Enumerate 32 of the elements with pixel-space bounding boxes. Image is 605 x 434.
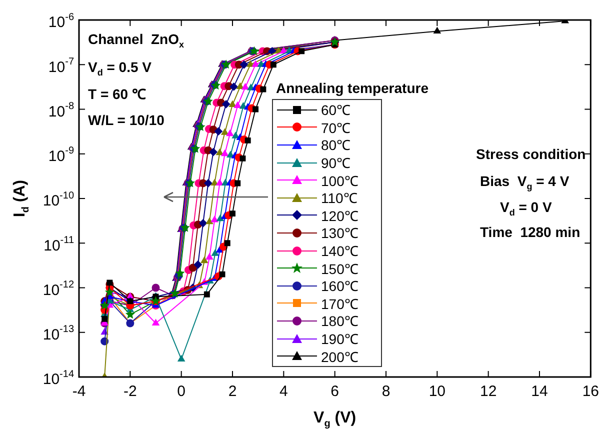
x-tick-label: -4 — [72, 383, 86, 400]
legend-label: 120℃ — [321, 206, 358, 225]
x-tick-label: -2 — [123, 383, 137, 400]
x-tick-label: 4 — [279, 383, 288, 400]
annotation: Stress condition — [476, 146, 586, 162]
x-tick-label: 10 — [428, 383, 446, 400]
legend-label: 110℃ — [321, 189, 358, 208]
legend-label: 190℃ — [321, 330, 358, 348]
legend-label: 200℃ — [321, 348, 358, 366]
y-axis-title: Id (A) — [11, 180, 32, 218]
x-tick-label: 12 — [480, 383, 497, 400]
x-tick-label: 8 — [382, 383, 390, 400]
x-tick-label: 6 — [330, 383, 339, 400]
x-tick-label: 0 — [177, 383, 186, 400]
legend-label: 150℃ — [321, 260, 358, 278]
legend-title: Annealing temperature — [276, 80, 428, 96]
x-tick-label: 16 — [582, 383, 599, 400]
annotation: Time 1280 min — [480, 224, 580, 240]
legend-label: 100℃ — [321, 172, 358, 190]
legend-label: 180℃ — [321, 312, 358, 330]
legend-label: 160℃ — [321, 277, 358, 296]
legend-label: 80℃ — [321, 136, 351, 154]
legend-label: 60℃ — [321, 101, 351, 120]
legend-label: 170℃ — [321, 294, 358, 313]
legend-label: 140℃ — [321, 242, 358, 260]
legend-label: 90℃ — [321, 154, 351, 172]
annotation: W/L = 10/10 — [88, 112, 165, 128]
annotation: T = 60 ℃ — [88, 86, 146, 102]
legend-label: 70℃ — [321, 118, 351, 137]
x-tick-label: 2 — [228, 383, 237, 400]
x-tick-label: 14 — [531, 383, 548, 400]
legend-label: 130℃ — [321, 224, 358, 242]
